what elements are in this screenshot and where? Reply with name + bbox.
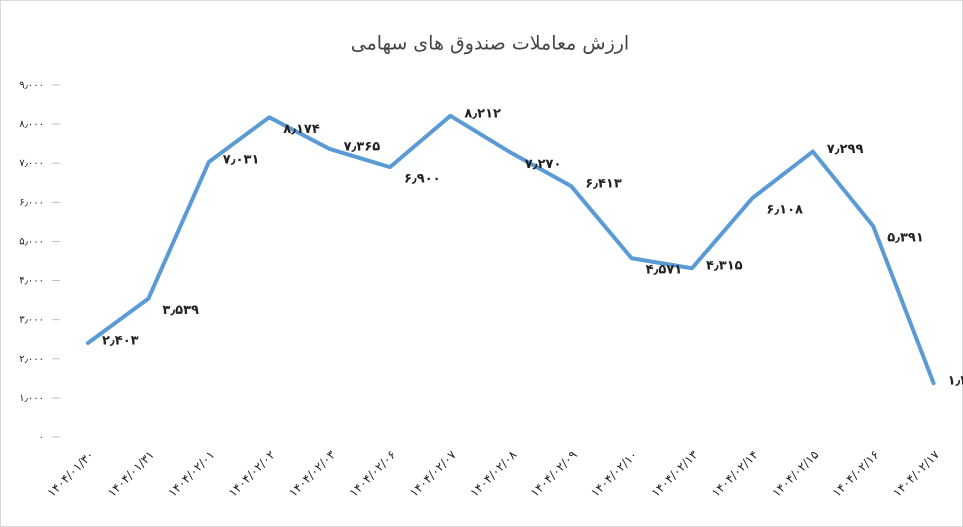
y-tick-label: ۲٫۰۰۰: [19, 354, 44, 365]
data-label: ۶٫۹۰۰: [404, 172, 441, 187]
y-tick-label: ۸٫۰۰۰: [19, 119, 44, 130]
data-label: ۶٫۱۰۸: [766, 203, 803, 218]
chart-title: ارزش معاملات صندوق های سهامی: [351, 33, 629, 55]
data-label: ۸٫۲۱۲: [464, 106, 501, 121]
data-label: ۷٫۰۳۱: [223, 153, 260, 168]
y-tick-label: ۹٫۰۰۰: [19, 80, 44, 91]
y-tick-label: ۵٫۰۰۰: [19, 236, 44, 247]
data-label: ۴٫۳۱۵: [706, 259, 743, 274]
data-label: ۸٫۱۷۴: [283, 122, 320, 137]
data-label: ۲٫۴۰۳: [102, 334, 139, 349]
data-label: ۱٫۳۷۵: [948, 374, 963, 389]
y-tick-label: ۶٫۰۰۰: [19, 197, 44, 208]
data-label: ۶٫۴۱۳: [585, 177, 622, 192]
data-label: ۷٫۳۶۵: [344, 139, 381, 154]
line-series: [86, 113, 936, 386]
y-tick-label: ۳٫۰۰۰: [19, 315, 44, 326]
y-tick-label: ۴٫۰۰۰: [19, 276, 44, 287]
data-label: ۷٫۲۹۹: [827, 142, 864, 157]
data-label: ۵٫۳۹۱: [887, 231, 924, 246]
y-tick-label: ۰: [39, 432, 44, 443]
y-tick-label: ۷٫۰۰۰: [19, 158, 44, 169]
data-label: ۳٫۵۳۹: [162, 303, 199, 318]
y-tick-label: ۱٫۰۰۰: [19, 393, 44, 404]
data-label: ۷٫۲۷۰: [525, 157, 562, 172]
data-label: ۴٫۵۷۱: [646, 263, 683, 278]
